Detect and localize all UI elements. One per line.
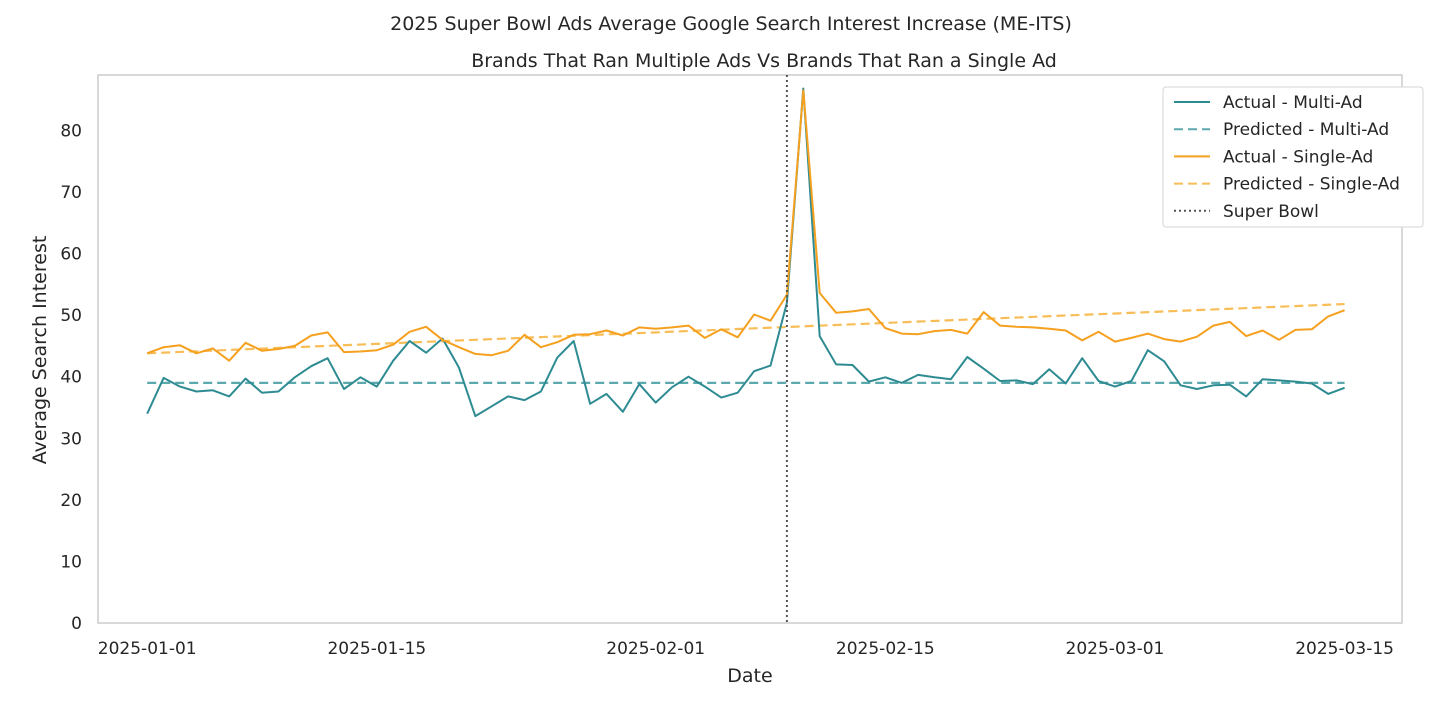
legend-label: Super Bowl	[1223, 202, 1319, 222]
y-tick-label: 20	[60, 491, 82, 511]
x-tick-label: 2025-02-15	[836, 639, 935, 659]
x-tick-label: 2025-03-15	[1295, 639, 1394, 659]
series-line-actual-multi-ad	[146, 87, 1345, 418]
series-line-predicted-single-ad	[147, 302, 1345, 355]
chart-subtitle: Brands That Ran Multiple Ads Vs Brands T…	[471, 50, 1057, 72]
legend-label: Actual - Single-Ad	[1223, 147, 1373, 167]
y-axis-ticks: 0 10 20 30 40 50 60 70 80	[60, 121, 82, 634]
y-tick-label: 80	[60, 121, 82, 141]
x-tick-label: 2025-02-01	[606, 639, 705, 659]
legend-label: Predicted - Multi-Ad	[1223, 120, 1389, 140]
legend-box	[1162, 86, 1424, 228]
y-axis-label: Average Search Interest	[29, 236, 51, 465]
chart-title: 2025 Super Bowl Ads Average Google Searc…	[390, 13, 1072, 35]
legend-label: Actual - Multi-Ad	[1223, 93, 1363, 113]
y-tick-label: 30	[60, 429, 82, 449]
plot-lines	[146, 75, 1345, 623]
legend-label: Predicted - Single-Ad	[1223, 175, 1400, 195]
y-tick-label: 70	[60, 183, 82, 203]
x-tick-label: 2025-03-01	[1066, 639, 1165, 659]
legend: Actual - Multi-Ad Predicted - Multi-Ad Act…	[1162, 86, 1424, 228]
y-tick-label: 60	[60, 245, 82, 265]
x-tick-label: 2025-01-01	[98, 639, 197, 659]
x-axis-ticks: 2025-01-01 2025-01-15 2025-02-01 2025-02-15…	[98, 639, 1394, 659]
x-tick-label: 2025-01-15	[327, 639, 426, 659]
y-tick-label: 50	[60, 306, 82, 326]
y-tick-label: 0	[71, 614, 82, 634]
series-line-actual-single-ad	[146, 89, 1345, 362]
y-tick-label: 10	[60, 552, 82, 572]
x-axis-label: Date	[727, 665, 772, 687]
y-tick-label: 40	[60, 368, 82, 388]
